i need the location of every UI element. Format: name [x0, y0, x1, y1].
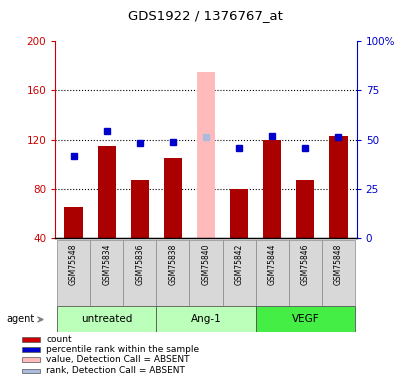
Text: untreated: untreated: [81, 314, 132, 324]
Bar: [229, 189, 247, 238]
Bar: [288, 240, 321, 306]
Bar: [164, 158, 182, 238]
Text: GDS1922 / 1376767_at: GDS1922 / 1376767_at: [127, 9, 282, 22]
Text: GSM75842: GSM75842: [234, 243, 243, 285]
Text: GSM75840: GSM75840: [201, 243, 210, 285]
Bar: [57, 306, 156, 332]
Bar: [90, 240, 123, 306]
Text: Ang-1: Ang-1: [190, 314, 221, 324]
Text: GSM75834: GSM75834: [102, 243, 111, 285]
Bar: [22, 369, 40, 374]
Bar: [64, 207, 83, 238]
Bar: [156, 240, 189, 306]
Text: GSM75844: GSM75844: [267, 243, 276, 285]
Text: GSM75836: GSM75836: [135, 243, 144, 285]
Bar: [156, 306, 255, 332]
Bar: [328, 136, 347, 238]
Bar: [189, 240, 222, 306]
Bar: [296, 180, 314, 238]
Text: GSM75548: GSM75548: [69, 243, 78, 285]
Bar: [196, 72, 215, 238]
Bar: [255, 240, 288, 306]
Text: GSM75848: GSM75848: [333, 243, 342, 285]
Bar: [22, 357, 40, 362]
Bar: [22, 347, 40, 352]
Bar: [123, 240, 156, 306]
Bar: [222, 240, 255, 306]
Bar: [255, 306, 354, 332]
Text: percentile rank within the sample: percentile rank within the sample: [46, 345, 199, 354]
Bar: [321, 240, 354, 306]
Bar: [57, 240, 90, 306]
Text: value, Detection Call = ABSENT: value, Detection Call = ABSENT: [46, 355, 189, 364]
Text: GSM75838: GSM75838: [168, 243, 177, 285]
Text: GSM75846: GSM75846: [300, 243, 309, 285]
Bar: [263, 140, 281, 238]
Text: rank, Detection Call = ABSENT: rank, Detection Call = ABSENT: [46, 366, 184, 375]
Bar: [97, 146, 115, 238]
Text: VEGF: VEGF: [291, 314, 318, 324]
Text: count: count: [46, 335, 72, 344]
Bar: [130, 180, 148, 238]
Bar: [22, 337, 40, 342]
Text: agent: agent: [6, 315, 34, 324]
